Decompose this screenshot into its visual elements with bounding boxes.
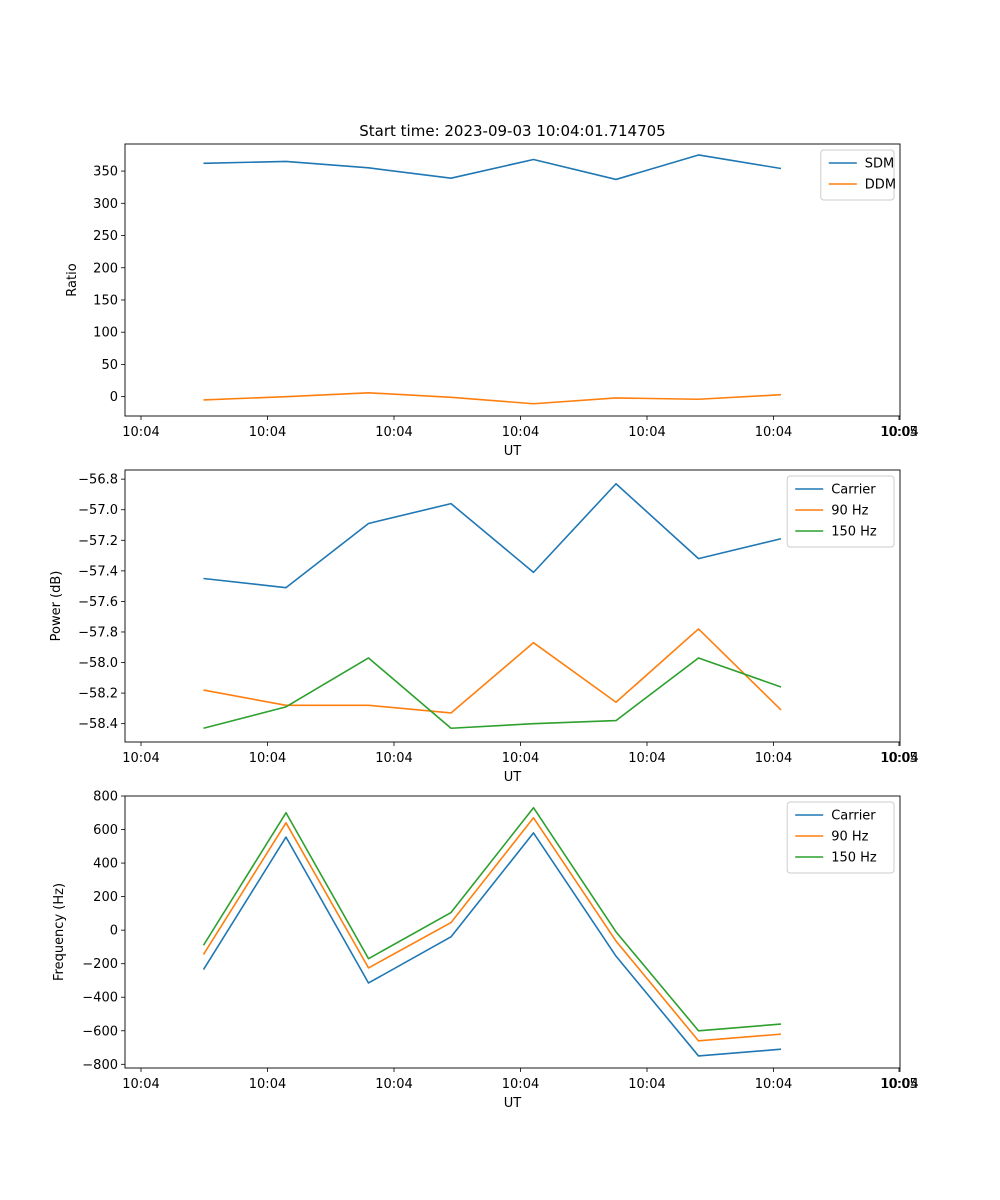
chart-3: 10:04 10:04 10:04 10:04 10:04 10:04 10:0410:05… (52, 790, 919, 1112)
x-tick-label: 10:04 (755, 751, 792, 766)
y-tick-label: −57.0 (78, 503, 118, 518)
y-tick-label: −57.4 (78, 564, 118, 579)
legend-box (786, 475, 895, 548)
series-line-carrier (203, 482, 782, 589)
x-tick-label: 10:04 (122, 425, 159, 440)
x-tick-label: 10:04 (628, 425, 665, 440)
x-tick-label: 10:05 (880, 751, 917, 766)
legend-label: Carrier (831, 809, 876, 824)
y-tick-label: −58.0 (78, 656, 118, 671)
y-axis-label: Frequency (Hz) (52, 883, 67, 981)
legend-label: 150 Hz (831, 525, 877, 540)
series-line-150-hz (202, 806, 782, 1032)
y-tick-label: 200 (93, 890, 118, 905)
y-tick-label: −400 (82, 991, 118, 1006)
y-tick-label: 200 (93, 261, 118, 276)
y-tick-label: 150 (93, 293, 118, 308)
legend-box (786, 801, 895, 874)
y-tick-label: −200 (82, 957, 118, 972)
legend-label: DDM (865, 178, 896, 193)
x-tick-label: 10:04 (249, 1077, 286, 1092)
y-tick-label: −57.2 (78, 534, 118, 549)
x-tick-label: 10:04 (628, 1077, 665, 1092)
y-axis-label: Power (dB) (49, 571, 64, 642)
figure-title: Start time: 2023-09-03 10:04:01.714705 (359, 122, 665, 140)
axes-frame (124, 795, 901, 1069)
series-line-sdm (203, 154, 782, 181)
x-tick-label: 10:04 (249, 425, 286, 440)
y-tick-label: 350 (93, 165, 118, 180)
y-tick-label: 300 (93, 197, 118, 212)
y-tick-label: −58.4 (78, 717, 118, 732)
x-tick-label: 10:04 (375, 1077, 412, 1092)
x-axis-label: UT (504, 770, 522, 785)
y-tick-label: 50 (101, 358, 118, 373)
x-tick-label: 10:04 (755, 1077, 792, 1092)
y-axis-label: Ratio (65, 263, 80, 296)
x-tick-label: 10:04 (502, 1077, 539, 1092)
x-axis-label: UT (504, 444, 522, 459)
x-tick-label: 10:04 (881, 425, 918, 440)
x-tick-label: 10:04 (628, 751, 665, 766)
y-tick-label: 800 (93, 790, 118, 805)
series-line-ddm (203, 391, 782, 405)
x-tick-label: 10:05 (880, 1077, 917, 1092)
y-tick-label: −57.8 (78, 625, 118, 640)
y-tick-label: 0 (110, 924, 118, 939)
y-tick-label: −56.8 (78, 473, 118, 488)
y-tick-label: −800 (82, 1058, 118, 1073)
y-tick-label: 100 (93, 326, 118, 341)
series-line-90-hz (202, 816, 782, 1042)
y-tick-label: 400 (93, 857, 118, 872)
x-tick-label: 10:04 (502, 425, 539, 440)
x-tick-label: 10:04 (122, 1077, 159, 1092)
legend-label: 90 Hz (831, 504, 868, 519)
legend-label: 150 Hz (831, 851, 877, 866)
series-line-carrier (202, 832, 782, 1057)
y-tick-label: 600 (93, 823, 118, 838)
axes-frame (124, 469, 901, 743)
x-tick-label: 10:04 (375, 751, 412, 766)
x-tick-label: 10:04 (375, 425, 412, 440)
x-tick-label: 10:04 (122, 751, 159, 766)
y-tick-label: 250 (93, 229, 118, 244)
legend-label: SDM (865, 157, 894, 172)
legend-label: 90 Hz (831, 830, 868, 845)
x-tick-label: 10:04 (502, 751, 539, 766)
x-tick-label: 10:04 (881, 1077, 918, 1092)
chart-1: 10:04 10:04 10:04 10:04 10:04 10:04 10:0410:05… (65, 143, 919, 459)
chart-2: 10:04 10:04 10:04 10:04 10:04 10:04 10:0410:05… (49, 469, 919, 785)
y-tick-label: 0 (110, 390, 118, 405)
y-tick-label: −58.2 (78, 687, 118, 702)
series-line-90-hz (203, 628, 782, 714)
x-tick-label: 10:04 (249, 751, 286, 766)
axes-frame (124, 143, 901, 417)
x-axis-label: UT (504, 1096, 522, 1111)
y-tick-label: −600 (82, 1024, 118, 1039)
x-tick-label: 10:04 (881, 751, 918, 766)
legend-label: Carrier (831, 483, 876, 498)
y-tick-label: −57.6 (78, 595, 118, 610)
series-line-150-hz (203, 657, 782, 730)
x-tick-label: 10:05 (880, 425, 917, 440)
x-tick-label: 10:04 (755, 425, 792, 440)
